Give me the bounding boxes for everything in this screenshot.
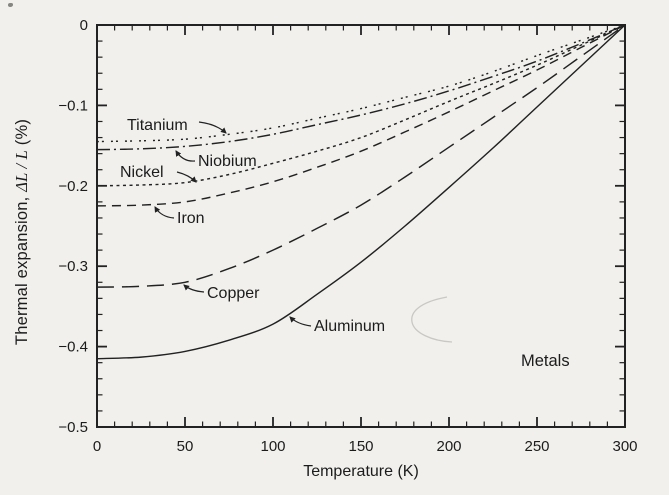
y-tick-label: −0.2 <box>58 178 88 195</box>
curve-copper <box>96 24 626 288</box>
y-axis-title-math: ΔL / L <box>12 149 31 192</box>
x-tick-label: 300 <box>612 438 637 455</box>
x-tick-label: 250 <box>524 438 549 455</box>
curve-label-iron: Iron <box>177 210 205 227</box>
label-arrow-aluminum <box>289 316 312 327</box>
x-tick-label: 150 <box>348 438 373 455</box>
curve-titanium <box>96 24 626 143</box>
x-tick-label: 50 <box>177 438 194 455</box>
curve-label-titanium: Titanium <box>127 117 188 134</box>
x-tick-label: 100 <box>260 438 285 455</box>
label-arrow-niobium <box>175 150 196 162</box>
curve-label-copper: Copper <box>207 285 260 302</box>
y-tick-label: 0 <box>80 17 88 34</box>
metals-annotation: Metals <box>521 352 570 370</box>
curve-label-niobium: Niobium <box>198 153 257 170</box>
y-tick-label: −0.3 <box>58 258 88 275</box>
x-tick-label: 0 <box>93 438 101 455</box>
y-axis-title-suffix: (%) <box>13 118 31 150</box>
curve-aluminum <box>96 24 626 360</box>
scan-artifact <box>411 296 453 343</box>
label-arrow-iron <box>154 206 175 219</box>
label-arrow-titanium <box>198 121 227 134</box>
y-tick-label: −0.5 <box>58 419 88 436</box>
label-arrow-nickel <box>176 171 197 183</box>
curve-label-aluminum: Aluminum <box>314 318 385 335</box>
label-arrow-copper <box>183 284 205 293</box>
y-axis-title: Thermal expansion, ΔL / L (%) <box>12 119 32 345</box>
y-tick-label: −0.1 <box>58 97 88 114</box>
y-axis-title-prefix: Thermal expansion, <box>13 191 31 346</box>
x-tick-label: 200 <box>436 438 461 455</box>
scan-speck <box>8 3 13 7</box>
curve-iron <box>96 24 626 207</box>
y-tick-label: −0.4 <box>58 339 88 356</box>
x-axis-title: Temperature (K) <box>303 463 419 480</box>
curve-label-nickel: Nickel <box>120 164 164 181</box>
axis-ticks <box>96 24 626 428</box>
curve-nickel <box>96 24 626 187</box>
